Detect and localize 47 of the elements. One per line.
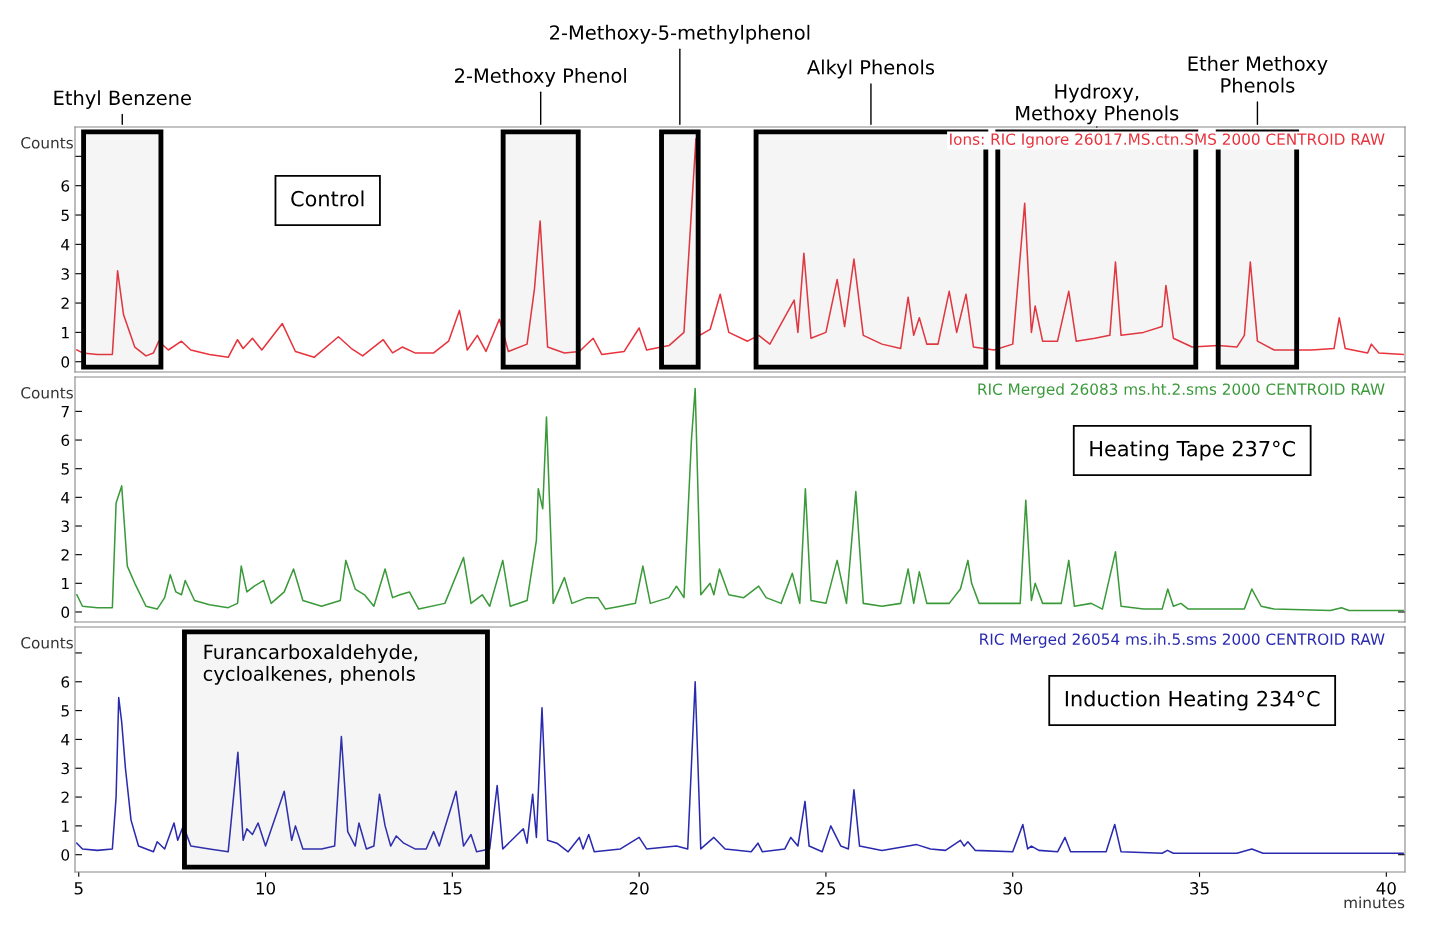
y-tick-label: 1 bbox=[62, 577, 69, 590]
y-axis-title: Counts bbox=[21, 387, 73, 399]
band-label: 2-Methoxy-5-methylphenol bbox=[550, 24, 810, 44]
chart-subtitle: RIC Merged 26054 ms.ih.5.sms 2000 CENTROID RAW bbox=[980, 633, 1385, 648]
band-label: Ethyl Benzene bbox=[54, 90, 191, 109]
y-axis-title: Counts bbox=[21, 137, 73, 149]
y-tick-label: 3 bbox=[61, 268, 69, 280]
x-tick-label: 20 bbox=[629, 882, 649, 895]
y-axis-title: Counts bbox=[21, 637, 73, 649]
y-tick-label: 4 bbox=[61, 492, 70, 504]
x-tick-label: 40 bbox=[1376, 882, 1396, 895]
chart-subtitle: Ions: RIC Ignore 26017.MS.ctn.SMS 2000 CENTROID RAW bbox=[950, 133, 1385, 148]
x-tick-label: 30 bbox=[1003, 882, 1023, 895]
y-tick-label: 3 bbox=[61, 520, 69, 533]
band-label: Furancarboxaldehyde, cycloalkenes, phenols bbox=[203, 644, 418, 685]
y-tick-label: 3 bbox=[61, 762, 69, 775]
text: Control bbox=[291, 190, 364, 207]
text: Heating Tape 237°C bbox=[1090, 440, 1295, 461]
x-tick-label: 35 bbox=[1190, 882, 1209, 895]
y-tick-label: 5 bbox=[61, 209, 69, 222]
x-axis-title: minutes bbox=[1344, 896, 1405, 909]
band-label: Alkyl Phenols bbox=[807, 59, 935, 79]
y-tick-label: 1 bbox=[62, 327, 69, 339]
x-tick-label: 15 bbox=[443, 882, 462, 895]
chart-subtitle: RIC Merged 26083 ms.ht.2.sms 2000 CENTROID RAW bbox=[978, 383, 1385, 398]
y-tick-label: 2 bbox=[61, 791, 69, 803]
x-tick-label: 5 bbox=[74, 882, 83, 895]
y-tick-label: 0 bbox=[61, 606, 70, 618]
y-tick-label: 1 bbox=[62, 820, 69, 832]
y-tick-label: 7 bbox=[61, 406, 69, 418]
y-tick-label: 6 bbox=[61, 434, 70, 447]
x-tick-label: 25 bbox=[816, 882, 836, 895]
y-tick-label: 6 bbox=[61, 180, 70, 192]
y-tick-label: 0 bbox=[61, 849, 70, 861]
text: Induction Heating 234°C bbox=[1065, 690, 1320, 711]
y-tick-label: 4 bbox=[61, 734, 70, 746]
y-tick-label: 6 bbox=[61, 676, 70, 688]
y-tick-label: 0 bbox=[61, 356, 70, 368]
band-label: Hydroxy, Methoxy Phenols bbox=[1016, 83, 1179, 125]
band-label: Ether Methoxy Phenols bbox=[1188, 55, 1328, 93]
y-tick-label: 2 bbox=[61, 297, 69, 309]
y-tick-label: 2 bbox=[61, 549, 69, 561]
x-tick-label: 10 bbox=[256, 882, 276, 895]
y-tick-label: 5 bbox=[61, 463, 69, 475]
y-tick-label: 4 bbox=[61, 239, 70, 251]
y-tick-label: 5 bbox=[61, 705, 69, 717]
band-label: 2-Methoxy Phenol bbox=[455, 67, 626, 87]
